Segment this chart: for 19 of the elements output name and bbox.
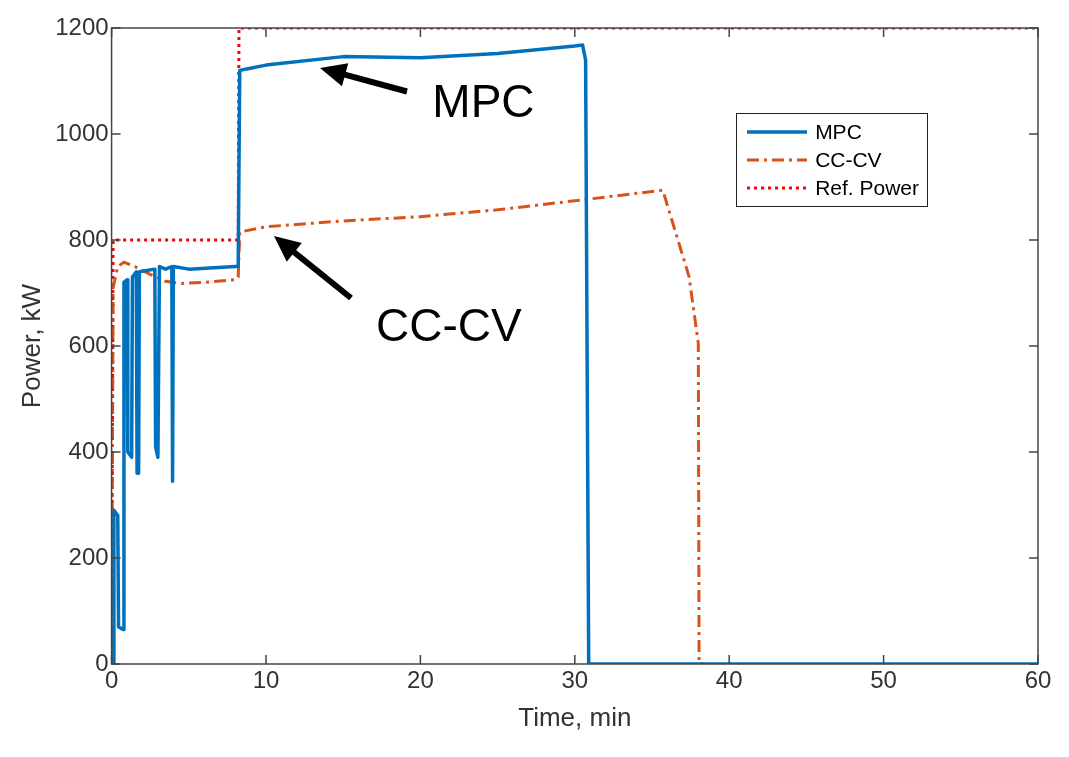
annotation: MPC xyxy=(432,75,535,128)
y-tick-label: 400 xyxy=(68,436,109,464)
legend-label: Ref. Power xyxy=(815,176,919,200)
y-tick-label: 800 xyxy=(68,224,109,252)
x-tick-label: 50 xyxy=(870,666,897,694)
x-tick-label: 10 xyxy=(252,666,280,694)
x-tick-label: 30 xyxy=(561,666,589,694)
legend-label: CC-CV xyxy=(815,148,882,172)
annotation: CC-CV xyxy=(375,299,522,352)
y-tick-label: 1200 xyxy=(55,12,109,40)
legend-label: MPC xyxy=(815,120,862,144)
y-tick-label: 200 xyxy=(68,542,109,570)
x-tick-label: 40 xyxy=(715,666,743,694)
y-axis-title: Power, kW xyxy=(15,283,46,409)
x-tick-label: 20 xyxy=(407,666,434,694)
x-axis-title: Time, min xyxy=(518,701,632,732)
x-tick-label: 60 xyxy=(1024,666,1052,694)
y-tick-label: 1000 xyxy=(55,118,109,146)
y-tick-label: 600 xyxy=(68,330,109,358)
